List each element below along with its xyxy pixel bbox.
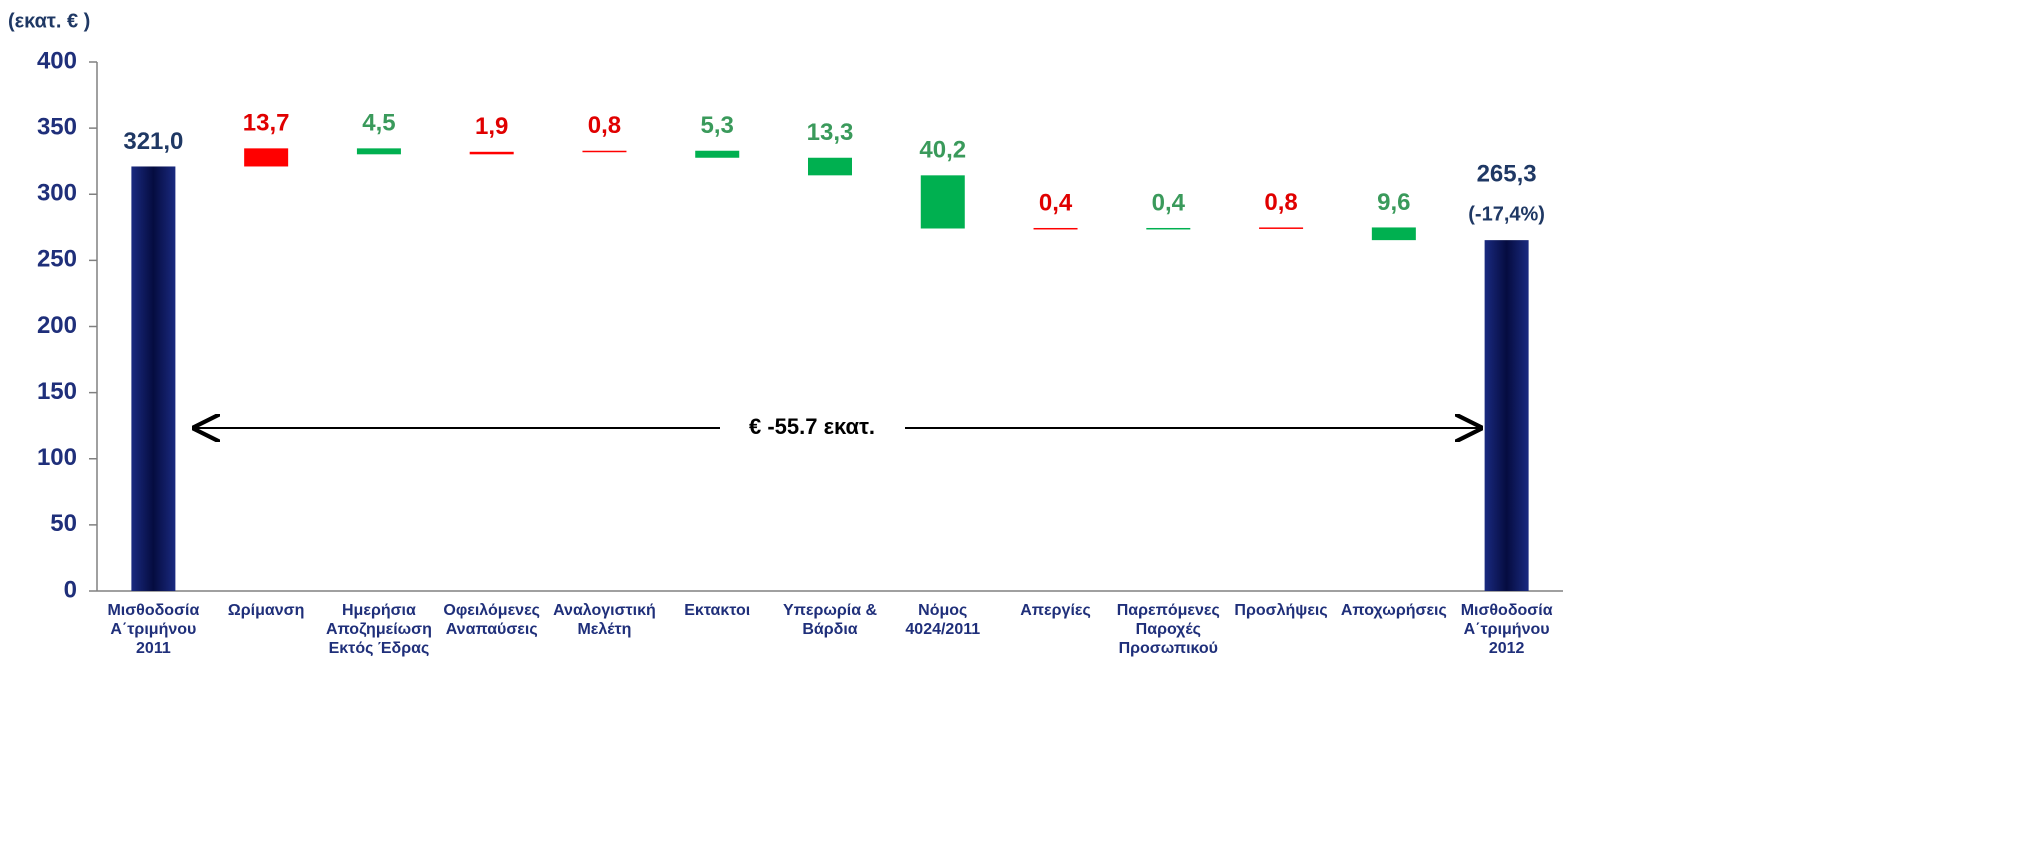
bar [920,175,965,229]
bar [469,151,514,155]
data-label: 13,7 [243,110,290,137]
x-tick-label: Προσλήψεις [1234,602,1328,619]
data-label: 321,0 [123,128,183,155]
bar [1259,227,1304,229]
data-label: 0,4 [1039,189,1073,216]
annotation: (-17,4%) [1468,203,1545,225]
y-tick-label: 250 [37,246,77,273]
data-label: 5,3 [701,112,734,139]
x-tick-label: Αποχωρήσεις [1340,602,1447,619]
data-label: 0,4 [1152,189,1186,216]
bar [1033,227,1078,230]
y-tick-label: 400 [37,47,77,74]
data-label: 4,5 [362,110,395,137]
bar [695,150,740,158]
bar [1484,240,1529,591]
data-label: 9,6 [1377,189,1410,216]
x-tick-label: Μισθοδοσία Α΄τριμήνου 2011 [107,602,200,657]
annotation: € -55.7 εκατ. [749,414,875,439]
data-label: 0,8 [588,112,621,139]
data-label: 0,8 [1264,189,1297,216]
bar [1146,227,1191,230]
bar [244,148,289,167]
x-tick-label: Υπερωρία & Βάρδια [782,602,878,638]
x-tick-label: Νόμος 4024/2011 [905,602,981,638]
x-tick-label: Απεργίες [1020,602,1091,619]
y-tick-label: 150 [37,378,77,405]
data-label: 40,2 [919,137,966,164]
y-tick-label: 0 [64,576,77,603]
data-label: 13,3 [807,119,854,146]
x-tick-label: Οφειλόμενες Αναπαύσεις [443,602,540,638]
bar [582,150,627,153]
bar [1371,227,1416,241]
data-label: 1,9 [475,113,508,140]
y-axis-label: (εκατ. € ) [8,10,90,32]
bar [356,148,401,155]
y-tick-label: 50 [50,510,77,537]
y-tick-label: 100 [37,444,77,471]
x-tick-label: Αναλογιστική Μελέτη [553,602,656,638]
y-tick-label: 300 [37,180,77,207]
x-tick-label: Εκτακτοι [684,602,751,619]
y-tick-label: 350 [37,113,77,140]
y-tick-label: 200 [37,312,77,339]
data-label: 265,3 [1477,160,1537,187]
bar [131,166,176,592]
x-tick-label: Ωρίμανση [227,602,305,619]
x-tick-label: Ημερήσια Αποζημείωση Εκτός Έδρας [325,602,432,657]
bar [808,157,852,176]
x-tick-label: Παρεπόμενες Παροχές Προσωπικού [1116,602,1220,657]
x-tick-label: Μισθοδοσία Α΄τριμήνου 2012 [1460,602,1553,657]
